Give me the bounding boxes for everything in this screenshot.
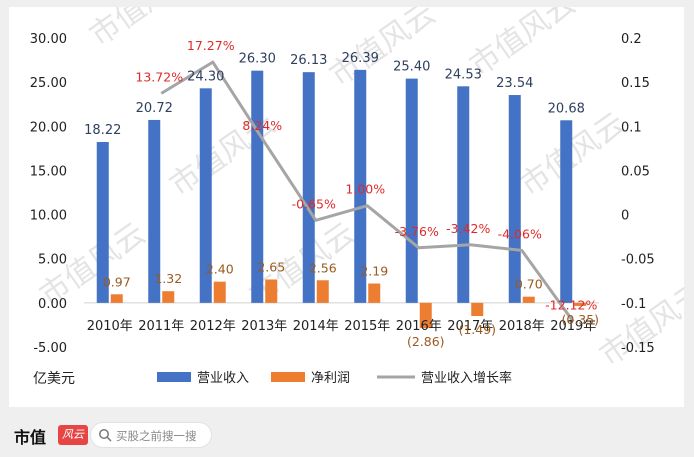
right-axis-tick-label: -0.1 [621, 297, 646, 312]
growth-rate-data-label: -0.65% [292, 196, 336, 211]
growth-rate-data-label: -12.12% [545, 298, 597, 313]
revenue-data-label: 26.30 [239, 52, 276, 67]
net-profit-bar [162, 291, 175, 303]
net-profit-bar [110, 294, 123, 303]
left-axis-tick-label: 10.00 [30, 209, 67, 224]
revenue-bar [96, 142, 109, 303]
x-axis-tick-label: 2013年 [241, 319, 287, 334]
net-profit-data-label: 1.32 [154, 271, 182, 286]
net-profit-data-label: 2.65 [257, 259, 285, 274]
net-profit-data-label: 2.40 [206, 262, 234, 277]
watermark-text: 市值风云 [514, 106, 632, 203]
revenue-bar [148, 119, 161, 303]
growth-rate-data-label: 17.27% [187, 38, 235, 53]
right-axis-tick-label: 0.05 [621, 164, 650, 179]
revenue-data-label: 18.22 [84, 123, 121, 138]
net-profit-data-label: (1.49) [458, 322, 496, 337]
revenue-bar [508, 95, 521, 303]
legend-label-net-profit: 净利润 [311, 371, 350, 386]
revenue-data-label: 24.53 [445, 67, 482, 82]
net-profit-data-label: (2.86) [407, 334, 445, 349]
revenue-bar [457, 86, 470, 303]
net-profit-bar [522, 296, 535, 303]
net-profit-data-label: 2.56 [309, 260, 337, 275]
net-profit-bar [265, 279, 278, 303]
x-axis-tick-label: 2012年 [190, 319, 236, 334]
footer-bar: 市值 风云 买股之前搜一搜 [0, 418, 694, 452]
net-profit-data-label: 0.70 [515, 277, 543, 292]
revenue-data-label: 26.39 [342, 51, 379, 66]
net-profit-bar [316, 280, 329, 303]
x-axis-tick-label: 2017年 [447, 319, 493, 334]
left-axis-tick-label: 30.00 [30, 32, 67, 47]
brand-logo-text: 市值 [14, 428, 47, 447]
chart-card: 市值风云市值风云市值风云市值风云市值风云市值风云市值风云市值风云30.0025.… [9, 7, 684, 407]
net-profit-bar [471, 302, 484, 317]
watermark-text: 市值风云 [84, 7, 202, 54]
x-axis-tick-label: 2018年 [499, 319, 545, 334]
left-axis-tick-label: 15.00 [30, 164, 67, 179]
right-axis-tick-label: 0 [621, 209, 629, 224]
growth-rate-data-label: -3.76% [395, 224, 439, 239]
x-axis-tick-label: 2010年 [87, 319, 133, 334]
net-profit-data-label: 0.97 [103, 274, 131, 289]
right-axis-tick-label: -0.15 [621, 341, 655, 356]
x-axis-tick-label: 2019年 [550, 319, 596, 334]
growth-rate-data-label: 13.72% [135, 69, 183, 84]
brand-logo-mark: 风云 [58, 425, 88, 445]
left-axis-tick-label: 0.00 [38, 297, 67, 312]
net-profit-bar [213, 281, 226, 303]
right-axis-tick-label: 0.1 [621, 120, 642, 135]
revenue-data-label: 20.72 [136, 101, 173, 116]
revenue-bar [199, 88, 212, 303]
growth-rate-data-label: 8.24% [242, 118, 282, 133]
watermark-text: 市值风云 [594, 276, 684, 373]
right-axis-tick-label: 0.15 [621, 76, 650, 91]
growth-rate-line [160, 60, 575, 323]
x-axis-tick-label: 2014年 [293, 319, 339, 334]
legend-label-revenue: 营业收入 [197, 371, 249, 386]
revenue-bar [302, 72, 315, 303]
growth-rate-data-label: 1.00% [345, 182, 385, 197]
unit-label: 亿美元 [33, 371, 75, 387]
x-axis-tick-label: 2015年 [344, 319, 390, 334]
net-profit-bar [368, 283, 381, 303]
revenue-bar [560, 120, 573, 303]
revenue-bar [405, 78, 418, 303]
growth-rate-data-label: -4.06% [498, 226, 542, 241]
search-box[interactable]: 买股之前搜一搜 [90, 422, 212, 448]
left-axis-tick-label: 20.00 [30, 120, 67, 135]
net-profit-bar [574, 302, 587, 306]
revenue-data-label: 25.40 [393, 60, 430, 75]
legend-swatch-revenue [157, 372, 191, 382]
left-axis-tick-label: 5.00 [38, 253, 67, 268]
revenue-data-label: 24.30 [187, 69, 224, 84]
revenue-bar [354, 69, 367, 303]
net-profit-data-label: 2.19 [360, 264, 388, 279]
chart: 市值风云市值风云市值风云市值风云市值风云市值风云市值风云市值风云30.0025.… [30, 7, 684, 387]
right-axis-tick-label: -0.05 [621, 253, 655, 268]
revenue-data-label: 20.68 [548, 101, 585, 116]
growth-rate-data-label: -3.42% [446, 221, 490, 236]
revenue-data-label: 23.54 [496, 76, 533, 91]
net-profit-bar [419, 302, 432, 329]
left-axis-tick-label: -5.00 [33, 341, 67, 356]
legend-swatch-net-profit [271, 372, 305, 382]
revenue-data-label: 26.13 [290, 53, 327, 68]
x-axis-tick-label: 2011年 [138, 319, 184, 334]
search-icon [99, 429, 112, 442]
right-axis-tick-label: 0.2 [621, 32, 642, 47]
x-axis-tick-label: 2016年 [396, 319, 442, 334]
legend-label-growth-rate: 营业收入增长率 [421, 370, 512, 386]
search-placeholder: 买股之前搜一搜 [116, 429, 197, 443]
left-axis-tick-label: 25.00 [30, 76, 67, 91]
net-profit-data-label: (0.35) [561, 312, 599, 327]
